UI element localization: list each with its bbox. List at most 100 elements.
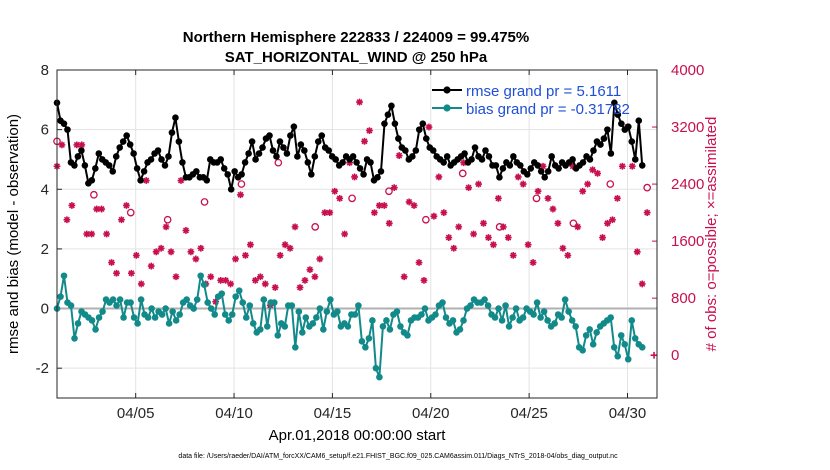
- obs-assimilated-marker: [544, 194, 552, 202]
- bias-point: [116, 296, 124, 303]
- y2-tick-label: 800: [671, 290, 696, 307]
- rmse-point: [555, 165, 562, 172]
- rmse-point: [485, 153, 493, 160]
- rmse-point: [126, 141, 134, 148]
- rmse-point: [471, 144, 479, 151]
- obs-assimilated-marker: [256, 273, 264, 281]
- rmse-point: [600, 135, 608, 142]
- bias-point: [456, 326, 464, 333]
- obs-assimilated-marker: [594, 169, 601, 177]
- obs-assimilated-marker: [251, 276, 259, 284]
- rmse-point: [384, 111, 392, 119]
- rmse-point: [311, 153, 319, 160]
- bias-point: [565, 308, 572, 315]
- y2-tick-label: 4000: [671, 62, 704, 79]
- bias-point: [67, 302, 75, 309]
- y-tick-label: 0: [41, 301, 49, 318]
- rmse-point: [548, 153, 555, 160]
- rmse-point: [377, 168, 385, 175]
- obs-assimilated-marker: [212, 298, 220, 306]
- bias-point: [137, 296, 145, 303]
- bias-point: [397, 323, 404, 330]
- obs-assimilated-marker: [276, 251, 284, 259]
- obs-assimilated-marker: [633, 248, 641, 256]
- obs-assimilated-marker: [539, 162, 547, 170]
- obs-assimilated-marker: [261, 280, 269, 288]
- rmse-point: [140, 168, 148, 175]
- bias-point: [558, 314, 565, 321]
- legend-bias-marker: [443, 104, 451, 112]
- legend-bias-label: bias grand pr = -0.31782: [466, 101, 630, 118]
- obs-assimilated-marker: [356, 98, 363, 106]
- rmse-point: [172, 114, 179, 122]
- rmse-point: [231, 168, 238, 175]
- rmse-point: [353, 159, 360, 166]
- bias-point: [109, 296, 117, 303]
- rmse-point: [119, 138, 127, 145]
- bias-point: [421, 305, 429, 312]
- rmse-point: [381, 120, 388, 127]
- bias-point: [561, 296, 569, 303]
- obs-assimilated-marker: [450, 244, 458, 252]
- bias-point: [228, 311, 236, 318]
- rmse-point: [255, 150, 263, 157]
- obs-assimilated-marker: [618, 162, 626, 170]
- rmse-point: [607, 150, 615, 157]
- y-tick-label: -2: [36, 360, 49, 377]
- bias-point: [628, 317, 636, 324]
- bias-point: [221, 311, 229, 318]
- rmse-point: [245, 150, 252, 157]
- bias-point: [134, 320, 141, 327]
- rmse-point: [388, 102, 395, 110]
- obs-assimilated-marker: [147, 262, 155, 270]
- obs-assimilated-marker: [227, 280, 234, 288]
- bias-point: [631, 335, 639, 342]
- rmse-point: [105, 162, 113, 169]
- rmse-point: [92, 165, 99, 172]
- obs-assimilated-marker: [58, 141, 66, 149]
- rmse-point: [241, 159, 249, 166]
- bias-point: [519, 314, 527, 321]
- obs-possible-marker: [606, 180, 615, 188]
- bias-point: [320, 326, 327, 333]
- bias-point: [540, 308, 548, 315]
- plot-frame: [56, 69, 658, 399]
- bias-point: [589, 341, 597, 348]
- obs-assimilated-marker: [108, 259, 115, 266]
- obs-assimilated-marker: [83, 230, 91, 238]
- rmse-point: [332, 156, 339, 163]
- rmse-point: [269, 147, 277, 154]
- obs-assimilated-marker: [485, 234, 492, 241]
- rmse-point: [482, 147, 489, 154]
- obs-assimilated-marker: [88, 230, 96, 238]
- rmse-point: [193, 168, 200, 175]
- obs-assimilated-marker: [504, 234, 512, 241]
- obs-assimilated-marker: [435, 173, 443, 181]
- bias-point: [439, 299, 446, 306]
- obs-assimilated-marker: [380, 202, 388, 209]
- bias-point: [225, 317, 233, 324]
- obs-assimilated-marker: [514, 173, 522, 181]
- rmse-point: [534, 162, 542, 169]
- x-tick-label: 04/10: [215, 405, 253, 422]
- obs-assimilated-marker: [490, 241, 497, 249]
- bias-point: [239, 299, 247, 306]
- obs-assimilated-marker: [123, 202, 130, 209]
- bias-point: [582, 332, 590, 339]
- rmse-point: [638, 162, 646, 169]
- bias-point: [232, 293, 240, 300]
- obs-assimilated-marker: [217, 276, 225, 284]
- bias-point: [99, 308, 106, 315]
- obs-assimilated-marker: [455, 223, 463, 231]
- rmse-series: [53, 99, 646, 193]
- chart-title: Northern Hemisphere 222833 / 224009 = 99…: [183, 29, 529, 46]
- obs-assimilated-marker: [569, 162, 577, 170]
- bias-point: [313, 314, 320, 321]
- rmse-point: [238, 171, 245, 178]
- rmse-point: [179, 159, 186, 166]
- bias-point: [638, 344, 646, 351]
- obs-assimilated-marker: [296, 284, 304, 291]
- rmse-point: [308, 171, 315, 178]
- bias-point: [281, 323, 289, 330]
- rmse-point: [266, 132, 273, 139]
